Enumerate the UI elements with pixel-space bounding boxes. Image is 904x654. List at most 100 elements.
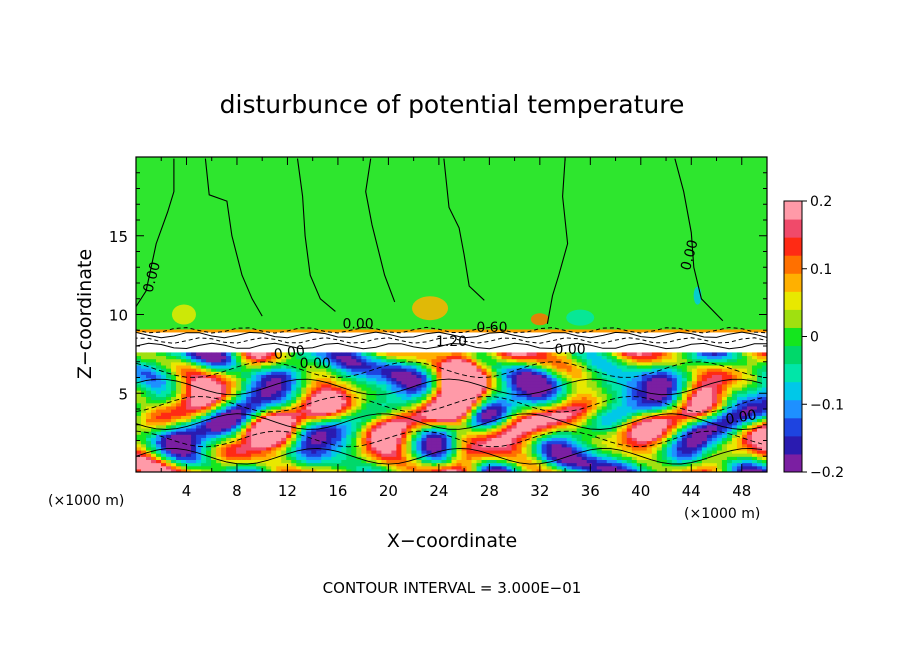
field-cell (386, 361, 393, 366)
field-cell (151, 468, 157, 472)
field-cell (271, 462, 277, 467)
field-cell (636, 453, 643, 457)
field-cell (621, 386, 628, 391)
field-cell (701, 446, 708, 451)
field-cell (251, 465, 257, 470)
field-cell (391, 393, 398, 397)
field-cell (171, 396, 177, 401)
field-cell (716, 358, 723, 363)
field-cell (136, 424, 142, 429)
field-cell (596, 453, 603, 457)
field-cell (491, 396, 498, 401)
field-cell (181, 377, 187, 382)
field-cell (716, 431, 723, 435)
field-cell (206, 386, 212, 391)
field-cell (226, 456, 232, 460)
field-cell (661, 383, 668, 388)
field-cell (356, 374, 362, 379)
field-cell (521, 459, 528, 464)
field-cell (221, 396, 227, 401)
field-cell (241, 396, 247, 401)
field-cell (526, 393, 533, 397)
field-cell (161, 396, 167, 401)
colorbar-swatch (784, 201, 802, 220)
field-cell (351, 431, 357, 435)
field-cell (506, 453, 513, 457)
field-cell (696, 421, 703, 426)
field-cell (166, 383, 172, 388)
field-cell (706, 446, 713, 451)
field-cell (381, 377, 387, 382)
field-cell (391, 405, 398, 410)
field-cell (586, 355, 593, 360)
field-cell (561, 355, 568, 360)
field-cell (236, 440, 242, 445)
field-cell (646, 462, 653, 467)
field-cell (711, 390, 718, 394)
field-cell (441, 383, 448, 388)
field-cell (156, 412, 162, 416)
field-cell (711, 437, 718, 442)
field-cell (331, 368, 337, 372)
field-cell (661, 393, 668, 397)
field-cell (431, 437, 438, 442)
field-cell (356, 361, 362, 366)
field-cell (266, 393, 272, 397)
field-cell (211, 446, 217, 451)
field-cell (266, 399, 272, 404)
field-cell (516, 402, 523, 407)
field-cell (706, 440, 713, 445)
field-cell (711, 459, 718, 464)
field-cell (496, 396, 503, 401)
field-cell (561, 440, 568, 445)
field-cell (266, 358, 272, 363)
field-cell (196, 434, 202, 438)
field-cell (636, 465, 643, 470)
field-cell (761, 386, 767, 391)
field-cell (571, 364, 578, 369)
field-cell (746, 386, 753, 391)
field-cell (156, 434, 162, 438)
field-cell (316, 431, 322, 435)
field-cell (361, 358, 367, 363)
field-cell (696, 358, 703, 363)
field-cell (201, 434, 207, 438)
field-cell (311, 440, 317, 445)
field-cell (381, 427, 387, 432)
field-cell (156, 361, 162, 366)
field-cell (271, 390, 277, 394)
field-cell (506, 440, 513, 445)
field-cell (541, 358, 548, 363)
field-cell (526, 424, 533, 429)
field-cell (576, 453, 583, 457)
field-cell (736, 459, 743, 464)
field-cell (211, 409, 217, 413)
field-cell (701, 355, 708, 360)
field-cell (291, 402, 297, 407)
field-cell (176, 412, 182, 416)
field-cell (741, 453, 748, 457)
field-cell (601, 415, 608, 420)
field-cell (446, 371, 453, 375)
field-cell (451, 390, 458, 394)
field-cell (491, 368, 498, 372)
field-cell (621, 374, 628, 379)
field-cell (166, 427, 172, 432)
field-cell (211, 361, 217, 366)
field-cell (496, 459, 503, 464)
field-cell (211, 383, 217, 388)
field-cell (171, 421, 177, 426)
field-cell (506, 371, 513, 375)
field-cell (231, 399, 237, 404)
field-cell (706, 399, 713, 404)
field-cell (611, 405, 618, 410)
field-cell (276, 377, 282, 382)
field-cell (401, 453, 408, 457)
field-cell (366, 456, 372, 460)
field-cell (346, 368, 352, 372)
field-cell (486, 390, 493, 394)
field-cell (756, 431, 763, 435)
field-cell (401, 468, 408, 472)
field-cell (416, 462, 423, 467)
field-cell (316, 421, 322, 426)
